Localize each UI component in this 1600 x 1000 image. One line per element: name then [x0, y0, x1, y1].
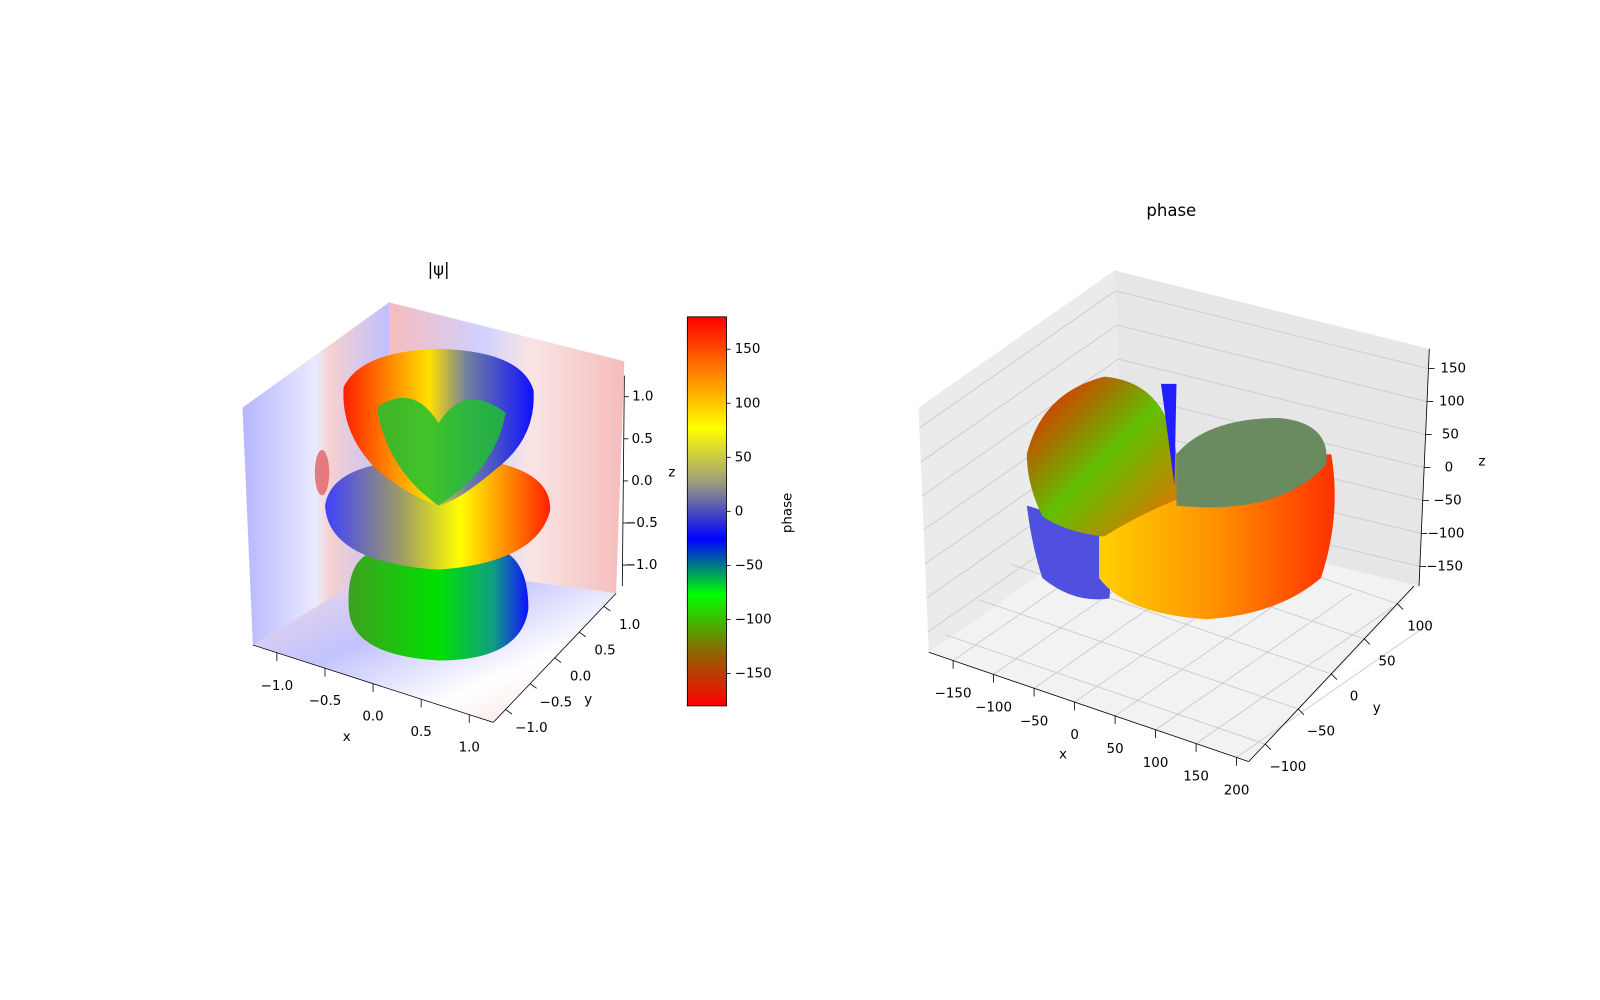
x-tick-label: −0.5: [309, 694, 342, 709]
colorbar-tick-label: 100: [735, 396, 761, 411]
z-tick-label: −1.0: [625, 558, 658, 573]
tick-mark: [1397, 603, 1404, 610]
surface: [325, 462, 551, 570]
colorbar-fill: [687, 316, 727, 706]
grid-line: [1195, 607, 1393, 744]
grid-line: [920, 324, 1118, 463]
tick-mark: [529, 683, 537, 689]
z-tick-label: −0.5: [625, 516, 658, 531]
axis-label: x: [343, 730, 351, 745]
x-tick-label: 0.5: [410, 725, 431, 740]
x-tick-label: 200: [1224, 783, 1250, 798]
y-tick-label: −1.0: [515, 721, 548, 736]
surface: [1026, 376, 1187, 537]
y-tick-label: −50: [1307, 725, 1335, 740]
y-tick-label: 100: [1407, 619, 1433, 634]
tick-mark: [505, 709, 513, 715]
surface: [1160, 383, 1177, 486]
z-tick-label: 1.0: [632, 390, 653, 405]
colorbar-tick-label: 50: [735, 450, 752, 465]
y-tick-label: 50: [1378, 655, 1395, 670]
tick-mark: [603, 605, 611, 612]
grid-line: [1155, 593, 1352, 731]
colorbar-tick-label: −100: [735, 612, 772, 627]
axis-label: x: [1059, 747, 1067, 762]
y-tick-label: 0.5: [594, 644, 615, 659]
y-tick-label: 0: [1350, 690, 1359, 705]
grid-line: [1236, 620, 1433, 758]
grid-line: [1116, 324, 1428, 402]
z-tick-label: 0: [1445, 460, 1454, 475]
y-tick-label: 1.0: [619, 618, 640, 633]
axis-line: [928, 651, 1249, 763]
x-tick-label: 100: [1143, 756, 1169, 771]
z-tick-label: 100: [1439, 395, 1465, 410]
colorbar-tick-label: 0: [735, 504, 744, 519]
z-tick-label: 50: [1442, 428, 1459, 443]
grid-line: [1118, 358, 1426, 435]
grid-line: [978, 599, 1299, 710]
x-tick-label: 150: [1183, 770, 1209, 785]
y-tick-label: 0.0: [570, 669, 591, 684]
tick-mark: [554, 657, 562, 663]
x-tick-label: −50: [1020, 714, 1048, 729]
z-tick-label: 0.5: [632, 432, 653, 447]
x-tick-label: −1.0: [261, 679, 294, 694]
axis-label: z: [1478, 454, 1485, 469]
tick-mark: [1297, 708, 1305, 715]
surface: [376, 397, 506, 506]
colorbar-tick-label: −150: [735, 666, 772, 681]
z-tick-label: 0.0: [631, 474, 652, 489]
grid-line: [921, 358, 1119, 497]
contour: [314, 449, 330, 496]
axis-label: y: [584, 693, 592, 708]
x-tick-label: 50: [1107, 742, 1124, 757]
chart-title: phase: [1146, 201, 1196, 220]
chart-title: |ψ|: [428, 260, 450, 279]
x-tick-label: 1.0: [459, 741, 480, 756]
surface: [1176, 417, 1327, 508]
z-tick-label: 150: [1440, 362, 1466, 377]
colorbar-tick-label: 150: [735, 342, 761, 357]
axis-label: y: [1373, 701, 1381, 716]
tick-mark: [1330, 673, 1338, 680]
tick-mark: [1264, 743, 1272, 751]
x-tick-label: −100: [975, 700, 1012, 715]
x-tick-label: 0: [1070, 728, 1079, 743]
z-tick-label: −100: [1428, 526, 1465, 541]
x-tick-label: −150: [935, 687, 972, 702]
y-tick-label: −0.5: [540, 695, 573, 710]
grid-line: [945, 634, 1266, 745]
tick-mark: [1364, 638, 1371, 645]
y-tick-label: −100: [1270, 760, 1307, 775]
z-tick-label: −150: [1426, 559, 1463, 574]
tick-mark: [579, 631, 586, 638]
colorbar-label: phase: [780, 493, 795, 533]
grid-line: [1115, 290, 1429, 369]
surface: [348, 552, 529, 661]
axis-label: z: [668, 466, 675, 481]
x-tick-label: 0.0: [362, 710, 383, 725]
plot-area: |ψ|x−1.0−0.50.00.51.0y−1.0−0.50.00.51.0z…: [242, 201, 1485, 798]
grid-line: [919, 290, 1116, 429]
colorbar-tick-label: −50: [735, 558, 763, 573]
z-tick-label: −50: [1433, 493, 1461, 508]
